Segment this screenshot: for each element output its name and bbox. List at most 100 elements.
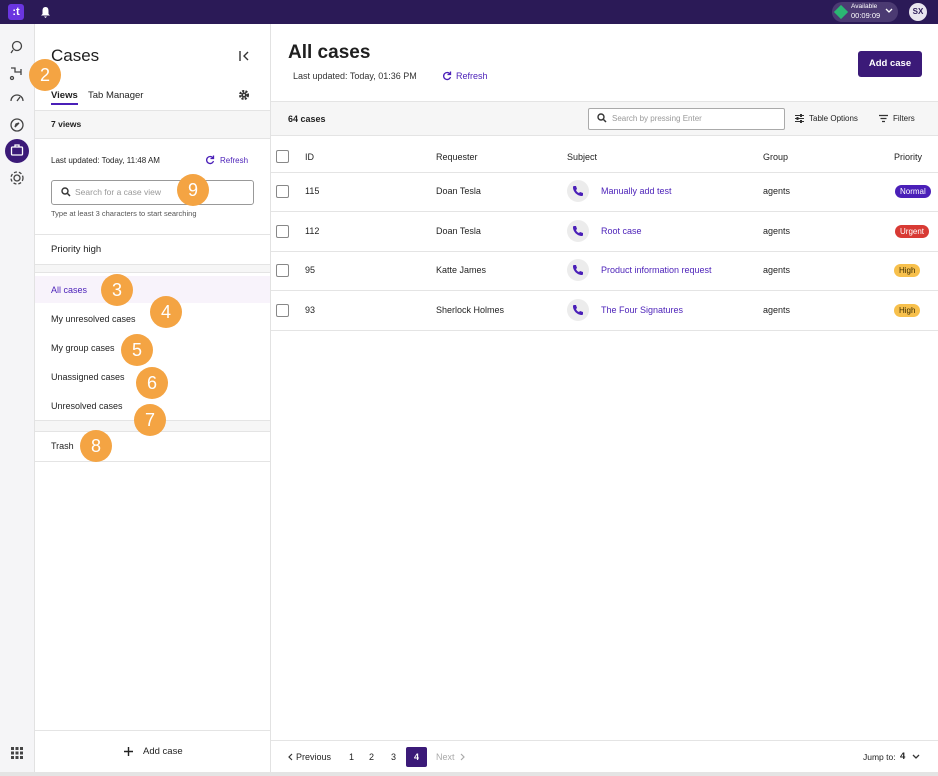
divider xyxy=(35,138,270,139)
search-icon xyxy=(61,187,71,197)
status-pill[interactable] xyxy=(832,2,898,22)
divider xyxy=(271,250,938,252)
row-checkbox[interactable] xyxy=(276,303,289,317)
logo[interactable]: :t xyxy=(8,4,24,20)
annotation-badge: 3 xyxy=(101,274,133,306)
divider xyxy=(271,329,938,331)
filters-icon xyxy=(879,114,888,123)
subject-link[interactable]: Product information request xyxy=(601,265,712,275)
collapse-icon[interactable] xyxy=(238,50,250,62)
row-checkbox[interactable] xyxy=(276,264,289,277)
channel-icon xyxy=(567,259,589,281)
next-page[interactable]: Next xyxy=(436,752,455,762)
annotation-badge: 4 xyxy=(150,296,182,328)
rail-icons xyxy=(5,40,29,185)
view-item[interactable]: Unresolved cases xyxy=(51,401,123,411)
priority-badge: High xyxy=(894,264,921,277)
page-link[interactable]: 3 xyxy=(391,752,397,762)
next-chevron xyxy=(460,753,465,761)
jump-chevron[interactable] xyxy=(912,754,920,760)
jump-value[interactable]: 4 xyxy=(900,751,906,762)
column-header: ID xyxy=(305,152,314,162)
settings-icon[interactable] xyxy=(238,89,250,101)
refresh-link[interactable]: Refresh xyxy=(456,71,488,81)
subject-link[interactable]: Root case xyxy=(601,225,642,236)
avatar[interactable]: SX xyxy=(909,3,927,21)
divider xyxy=(271,740,938,741)
phone-glyph xyxy=(573,304,583,315)
filters[interactable]: Filters xyxy=(893,114,915,123)
priority-badge: High xyxy=(894,303,921,317)
phone-glyph xyxy=(573,186,583,196)
group: agents xyxy=(763,186,791,196)
view-item[interactable]: My unresolved cases xyxy=(51,314,136,324)
view-item[interactable]: Priority high xyxy=(51,244,102,255)
sidebar-title: Cases xyxy=(51,46,100,65)
requester: Sherlock Holmes xyxy=(436,304,505,315)
previous-page[interactable]: Previous xyxy=(296,752,332,762)
case-id: 95 xyxy=(305,265,316,275)
divider xyxy=(35,461,270,462)
status-timer: 00:09:09 xyxy=(851,11,881,20)
annotation-badge: 5 xyxy=(121,334,153,366)
case-search-input[interactable] xyxy=(588,108,785,130)
refresh-icon[interactable] xyxy=(442,71,452,81)
divider xyxy=(271,101,938,102)
search-placeholder: Search by pressing Enter xyxy=(612,114,702,123)
active-view-highlight xyxy=(35,276,270,303)
column-header: Group xyxy=(763,152,789,162)
requester: Doan Tesla xyxy=(436,225,481,236)
subject-link[interactable]: Manually add test xyxy=(601,186,672,196)
divider xyxy=(35,272,270,273)
priority-badge: Normal xyxy=(895,185,931,198)
add-case-button[interactable]: Add case xyxy=(858,51,922,77)
tab-views[interactable]: Views xyxy=(51,90,78,101)
page-link[interactable]: 1 xyxy=(349,752,355,762)
apps-icon[interactable] xyxy=(10,746,24,760)
refresh-link[interactable]: Refresh xyxy=(220,156,249,165)
table-options[interactable]: Table Options xyxy=(809,114,858,123)
page-link[interactable]: 2 xyxy=(369,752,375,762)
search-hint: Type at least 3 characters to start sear… xyxy=(51,209,197,218)
plus-icon xyxy=(124,747,133,756)
row-checkbox[interactable] xyxy=(276,185,289,198)
status-chevron xyxy=(885,8,893,13)
views-count-strip xyxy=(35,111,270,138)
channel-icon xyxy=(567,180,589,202)
view-item[interactable]: My group cases xyxy=(51,343,115,353)
row-checkbox[interactable] xyxy=(276,224,289,238)
divider xyxy=(35,234,270,235)
sidebar-add-case[interactable]: Add case xyxy=(143,746,183,757)
tab-manager[interactable]: Tab Manager xyxy=(88,90,144,101)
group: agents xyxy=(763,265,791,275)
search-icon xyxy=(597,113,607,123)
group: agents xyxy=(763,304,791,315)
annotation-badge: 2 xyxy=(29,59,61,91)
current-page[interactable]: 4 xyxy=(406,747,427,767)
refresh-icon[interactable] xyxy=(205,155,215,165)
case-count: 64 cases xyxy=(288,114,326,124)
phone-glyph xyxy=(573,225,583,236)
last-updated: Last updated: Today, 11:48 AM xyxy=(51,156,160,165)
divider xyxy=(271,172,938,173)
divider xyxy=(271,135,938,136)
tab-underline xyxy=(51,103,78,105)
divider xyxy=(271,290,938,291)
select-all-checkbox[interactable] xyxy=(276,150,289,163)
jump-label: Jump to: xyxy=(863,752,896,762)
divider xyxy=(35,264,270,265)
channel-icon xyxy=(567,219,589,242)
view-search-input[interactable] xyxy=(51,180,254,205)
bell-icon[interactable] xyxy=(40,6,51,18)
subject-link[interactable]: The Four Signatures xyxy=(601,304,684,315)
view-item[interactable]: Unassigned cases xyxy=(51,372,125,382)
last-updated: Last updated: Today, 01:36 PM xyxy=(293,71,417,81)
divider xyxy=(35,110,270,111)
view-item-active[interactable]: All cases xyxy=(51,285,88,295)
column-header: Requester xyxy=(436,152,478,162)
trash-item[interactable]: Trash xyxy=(51,441,74,451)
divider xyxy=(35,730,270,731)
requester: Doan Tesla xyxy=(436,186,481,196)
